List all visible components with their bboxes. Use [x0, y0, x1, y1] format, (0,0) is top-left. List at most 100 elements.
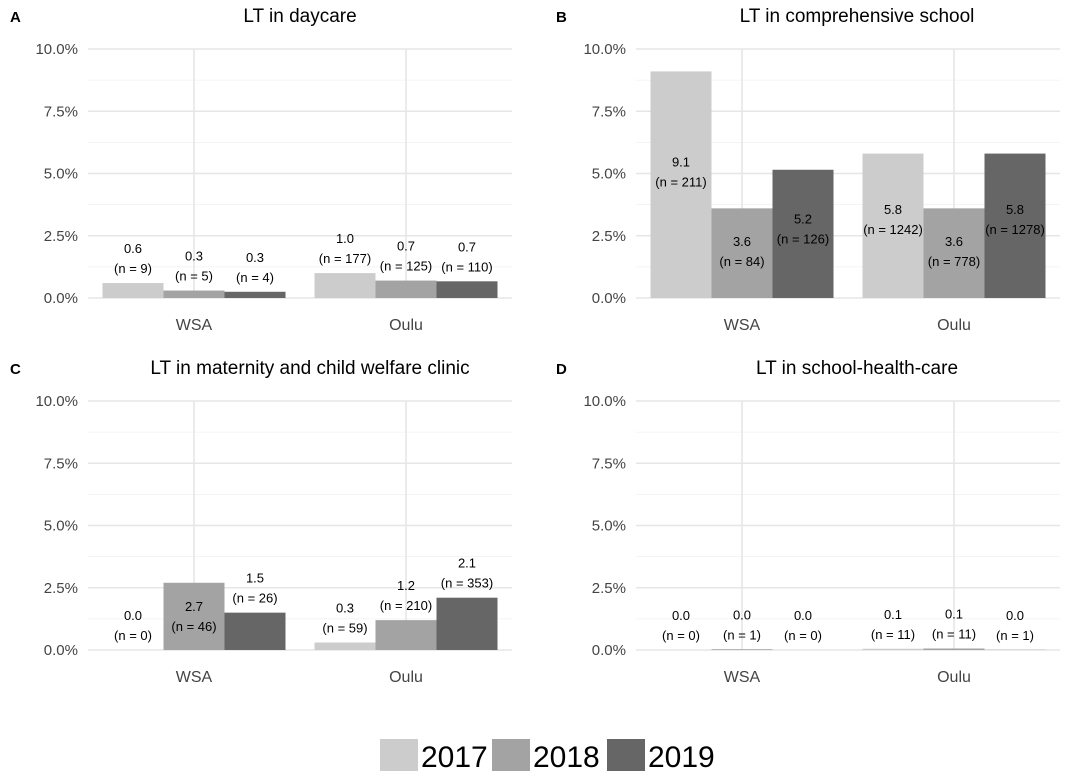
bar-2019-oulu [436, 281, 498, 298]
bar-2018-oulu [375, 280, 437, 298]
bar-2017-wsa [650, 71, 712, 298]
x-category-label: Oulu [937, 317, 971, 334]
bar-2018-oulu [923, 208, 985, 298]
bar-2019-oulu [436, 597, 498, 650]
panel-a: A LT in daycare 0.0% 2.5% 5.0% 7.5% 10.0% WSA Ou… [10, 6, 512, 334]
legend-swatch-2017 [380, 739, 418, 771]
y-tick-label: 2.5% [44, 580, 78, 597]
panel-letter: C [10, 361, 21, 378]
bar-n-label: (n = 1242) [863, 222, 923, 237]
y-tick-label: 5.0% [44, 166, 78, 183]
bar-n-label: (n = 11) [932, 627, 976, 642]
bar-value-label: 5.8 [1006, 202, 1024, 217]
bar-n-label: (n = 9) [114, 261, 152, 276]
bar-value-label: 0.7 [397, 239, 415, 254]
bar-value-label: 0.0 [733, 607, 751, 622]
legend-swatch-2018 [492, 739, 530, 771]
bar-value-label: 0.7 [458, 239, 476, 254]
y-tick-label: 2.5% [592, 580, 626, 597]
bar-value-label: 5.2 [794, 212, 812, 227]
x-category-label: WSA [176, 669, 213, 686]
legend-label-2019: 2019 [648, 741, 715, 774]
panel-title: LT in comprehensive school [740, 6, 975, 27]
bar-n-label: (n = 1278) [985, 222, 1045, 237]
bar-value-label: 5.8 [884, 202, 902, 217]
bar-value-label: 0.3 [246, 250, 264, 265]
bar-value-label: 0.1 [945, 607, 963, 622]
bar-value-label: 1.2 [397, 578, 415, 593]
panel-title: LT in maternity and child welfare clinic [150, 358, 469, 379]
bar-2019-wsa [224, 291, 286, 298]
y-tick-label: 0.0% [592, 290, 626, 307]
bar-n-label: (n = 11) [871, 627, 915, 642]
bar-2018-wsa [163, 290, 225, 298]
bar-n-label: (n = 125) [380, 259, 432, 274]
bar-n-label: (n = 84) [719, 254, 764, 269]
bar-n-label: (n = 0) [784, 628, 822, 643]
legend-label-2018: 2018 [533, 741, 600, 774]
y-tick-label: 5.0% [592, 518, 626, 535]
y-tick-label: 7.5% [44, 455, 78, 472]
x-category-label: Oulu [937, 669, 971, 686]
legend-swatch-2019 [607, 739, 645, 771]
bar-2017-oulu [862, 648, 924, 650]
bar-n-label: (n = 5) [175, 269, 213, 284]
bar-value-label: 3.6 [733, 234, 751, 249]
bar-value-label: 0.1 [884, 607, 902, 622]
bar-value-label: 3.6 [945, 234, 963, 249]
y-tick-label: 10.0% [583, 393, 626, 410]
y-tick-label: 7.5% [44, 103, 78, 120]
bar-value-label: 0.6 [124, 241, 142, 256]
bar-value-label: 9.1 [672, 155, 690, 170]
bar-value-label: 0.0 [124, 608, 142, 623]
x-category-label: WSA [724, 669, 761, 686]
bar-value-label: 0.0 [794, 608, 812, 623]
bar-n-label: (n = 211) [655, 175, 706, 190]
bar-n-label: (n = 46) [171, 619, 216, 634]
panel-title: LT in daycare [243, 6, 356, 27]
bar-n-label: (n = 110) [441, 259, 492, 274]
bar-2019-wsa [772, 169, 834, 298]
x-category-label: Oulu [389, 669, 423, 686]
y-tick-label: 5.0% [592, 166, 626, 183]
bar-n-label: (n = 126) [777, 232, 829, 247]
bar-n-label: (n = 26) [232, 591, 277, 606]
bar-n-label: (n = 0) [114, 628, 152, 643]
y-tick-label: 0.0% [592, 642, 626, 659]
bar-value-label: 2.1 [458, 556, 476, 571]
bar-2018-wsa [711, 208, 773, 298]
panels: A LT in daycare 0.0% 2.5% 5.0% 7.5% 10.0% WSA Ou… [10, 6, 1060, 686]
bar-value-label: 0.3 [336, 601, 354, 616]
bar-n-label: (n = 210) [380, 598, 432, 613]
x-category-label: Oulu [389, 317, 423, 334]
y-tick-label: 0.0% [44, 290, 78, 307]
bar-n-label: (n = 1) [996, 628, 1034, 643]
bar-value-label: 2.7 [185, 599, 203, 614]
panel-b: B LT in comprehensive school 0.0% 2.5% 5.0% 7… [556, 6, 1060, 334]
bar-2017-oulu [862, 153, 924, 298]
bar-n-label: (n = 778) [928, 254, 980, 269]
y-tick-label: 7.5% [592, 103, 626, 120]
x-category-label: WSA [724, 317, 761, 334]
y-tick-label: 10.0% [35, 393, 78, 410]
y-tick-label: 0.0% [44, 642, 78, 659]
panel-title: LT in school-health-care [756, 358, 958, 379]
bar-n-label: (n = 353) [441, 576, 493, 591]
x-category-label: WSA [176, 317, 213, 334]
panel-letter: B [556, 9, 567, 26]
bar-2018-wsa [163, 582, 225, 650]
panel-c: C LT in maternity and child welfare clini… [10, 358, 512, 686]
bar-2017-oulu [314, 642, 376, 650]
bar-value-label: 0.0 [1006, 608, 1024, 623]
y-tick-label: 10.0% [583, 41, 626, 58]
bar-n-label: (n = 59) [322, 621, 367, 636]
bar-2018-oulu [923, 648, 985, 650]
bar-n-label: (n = 4) [236, 270, 274, 285]
bar-value-label: 0.3 [185, 249, 203, 264]
bar-2018-oulu [375, 620, 437, 650]
bar-2017-oulu [314, 273, 376, 298]
bar-value-label: 0.0 [672, 608, 690, 623]
bar-value-label: 1.0 [336, 231, 354, 246]
bar-n-label: (n = 0) [662, 628, 700, 643]
